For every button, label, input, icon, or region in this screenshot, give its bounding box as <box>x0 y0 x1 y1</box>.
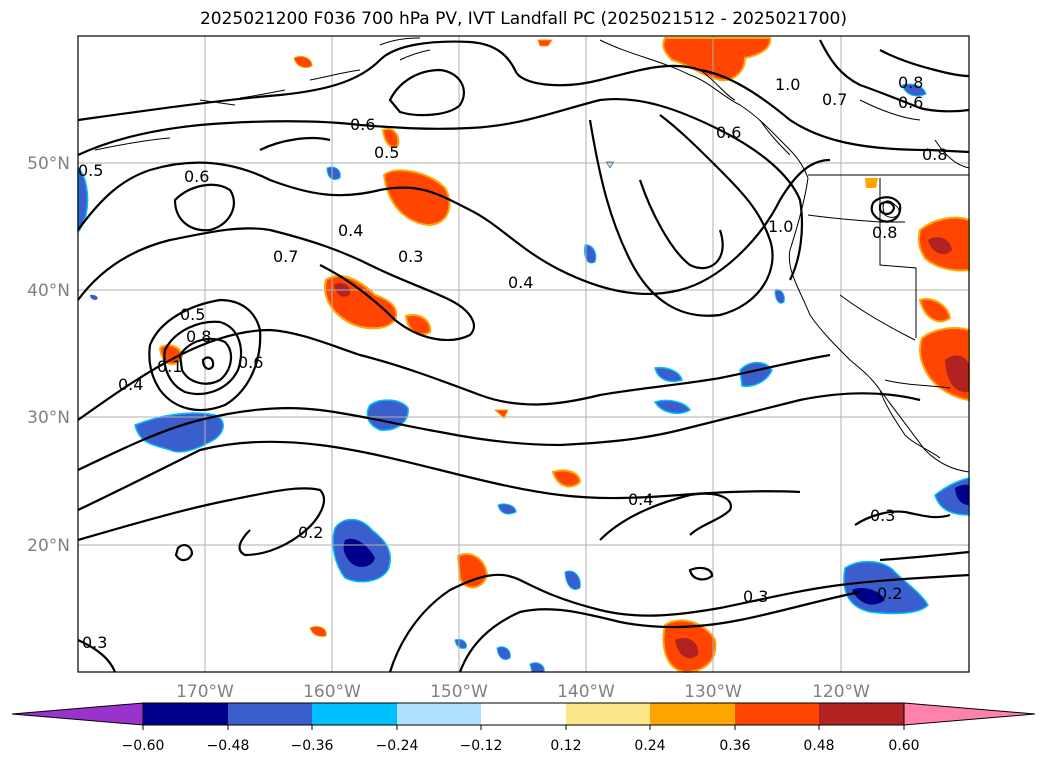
contour-label: 0.3 <box>743 587 768 606</box>
graticule <box>78 36 969 672</box>
contour-label: 0.8 <box>922 145 947 164</box>
colorbar-segment <box>481 703 566 725</box>
colorbar-extend-min <box>11 702 144 726</box>
colorbar-segment <box>819 703 904 725</box>
colorbar-segment <box>397 703 481 725</box>
contour-label: 1.0 <box>775 75 800 94</box>
colorbar-tick-label: −0.24 <box>376 738 419 754</box>
longitude-tick-labels: 170°W 160°W 150°W 140°W 130°W 120°W <box>176 682 870 702</box>
colorbar: −0.60 −0.48 −0.36 −0.24 −0.12 0.12 0.24 … <box>11 702 1036 754</box>
contour-label: 0.2 <box>298 523 323 542</box>
lat-tick-label: 50°N <box>27 154 70 174</box>
contour-label: 0.1 <box>157 357 182 376</box>
contour-label: 1.0 <box>768 217 793 236</box>
lon-tick-label: 130°W <box>684 682 742 702</box>
negative-anomaly-blobs <box>77 83 970 673</box>
colorbar-segment <box>228 703 312 725</box>
lat-tick-label: 20°N <box>27 536 70 556</box>
colorbar-tick-label: 0.48 <box>803 738 834 754</box>
coastlines <box>94 37 970 473</box>
contour-label: 0.4 <box>508 273 533 292</box>
colorbar-tick-label: −0.36 <box>291 738 334 754</box>
latitude-tick-labels: 50°N 40°N 30°N 20°N <box>27 154 70 556</box>
map-plot-area <box>78 36 969 672</box>
contour-labels: 0.6 0.5 0.6 0.4 0.3 0.7 0.5 0.8 0.4 0.4 … <box>78 73 947 652</box>
colorbar-segment <box>566 703 650 725</box>
contour-label: 0.3 <box>870 506 895 525</box>
pc-shading <box>77 37 970 674</box>
lon-tick-label: 150°W <box>430 682 488 702</box>
contour-label: 0.5 <box>78 161 103 180</box>
contour-label: 0.6 <box>350 115 375 134</box>
lon-tick-label: 160°W <box>303 682 361 702</box>
colorbar-segment <box>143 703 228 725</box>
positive-anomaly-blobs <box>158 37 970 674</box>
colorbar-tick-label: 0.36 <box>719 738 750 754</box>
lon-tick-label: 170°W <box>176 682 234 702</box>
contour-label: 0.6 <box>238 353 263 372</box>
contour-label: 0.4 <box>118 375 143 394</box>
colorbar-segment <box>735 703 819 725</box>
colorbar-segment <box>650 703 735 725</box>
contour-label: 0.8 <box>898 73 923 92</box>
contour-label: 0.6 <box>716 123 741 142</box>
colorbar-tick-label: 0.24 <box>634 738 665 754</box>
contour-label: 0.7 <box>273 247 298 266</box>
contour-label: 0.4 <box>628 490 653 509</box>
contour-label: 0.8 <box>186 327 211 346</box>
pv-contours <box>77 39 970 673</box>
colorbar-tick-label: −0.60 <box>122 738 165 754</box>
map-title: 2025021200 F036 700 hPa PV, IVT Landfall… <box>199 9 847 29</box>
contour-label: 0.7 <box>822 90 847 109</box>
map-frame <box>77 35 970 673</box>
colorbar-tick-label: 0.60 <box>888 738 919 754</box>
colorbar-tick-label: −0.48 <box>207 738 250 754</box>
contour-label: 0.2 <box>877 584 902 603</box>
colorbar-extend-max <box>903 702 1036 726</box>
colorbar-tick-label: −0.12 <box>460 738 503 754</box>
lat-tick-label: 30°N <box>27 408 70 428</box>
contour-label: 0.3 <box>398 247 423 266</box>
lon-tick-label: 120°W <box>812 682 870 702</box>
contour-label: 0.3 <box>82 633 107 652</box>
colorbar-tick-label: 0.12 <box>550 738 581 754</box>
contour-label: 0.5 <box>180 305 205 324</box>
contour-label: 0.6 <box>184 167 209 186</box>
lon-tick-label: 140°W <box>557 682 615 702</box>
lat-tick-label: 40°N <box>27 281 70 301</box>
contour-label: 0.8 <box>872 223 897 242</box>
colorbar-segment <box>312 703 397 725</box>
contour-label: 0.5 <box>374 143 399 162</box>
contour-label: 0.6 <box>898 93 923 112</box>
contour-label: 0.4 <box>338 221 363 240</box>
